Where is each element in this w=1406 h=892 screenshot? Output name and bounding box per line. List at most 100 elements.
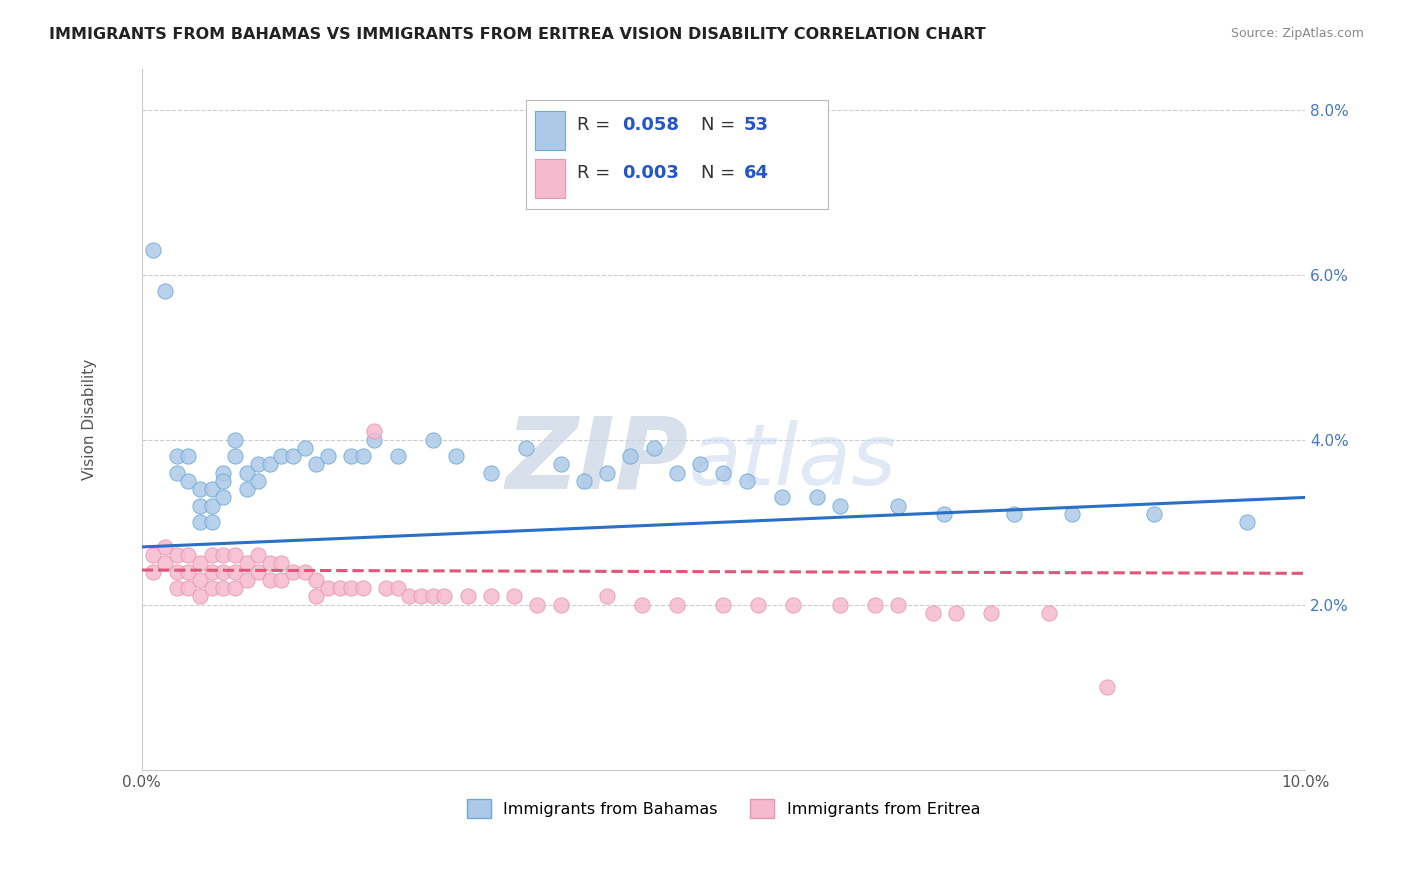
Point	[201, 565, 224, 579]
Point	[479, 590, 502, 604]
Point	[398, 590, 420, 604]
Point	[409, 590, 432, 604]
Point	[212, 491, 235, 505]
Point	[1143, 507, 1166, 521]
Point	[1002, 507, 1025, 521]
Point	[153, 557, 176, 571]
Point	[980, 606, 1002, 620]
Point	[270, 573, 292, 587]
Point	[281, 449, 304, 463]
Point	[340, 581, 363, 595]
Point	[166, 581, 188, 595]
Point	[212, 565, 235, 579]
Point	[142, 243, 165, 257]
Point	[921, 606, 943, 620]
Point	[631, 598, 654, 612]
Point	[1097, 680, 1119, 694]
Point	[352, 449, 374, 463]
Point	[665, 598, 688, 612]
Point	[643, 441, 665, 455]
Point	[188, 557, 211, 571]
Point	[235, 466, 257, 480]
Point	[235, 482, 257, 496]
Point	[503, 590, 526, 604]
Point	[352, 581, 374, 595]
Point	[247, 565, 270, 579]
Point	[166, 466, 188, 480]
Point	[316, 581, 339, 595]
Point	[1062, 507, 1084, 521]
Point	[828, 598, 851, 612]
Point	[515, 441, 537, 455]
Point	[305, 458, 328, 472]
Point	[387, 581, 409, 595]
Point	[247, 548, 270, 562]
Point	[422, 433, 444, 447]
Point	[235, 557, 257, 571]
Point	[735, 474, 758, 488]
Point	[201, 515, 224, 529]
Point	[457, 590, 479, 604]
Point	[188, 515, 211, 529]
Point	[770, 491, 793, 505]
Point	[665, 466, 688, 480]
Point	[259, 557, 281, 571]
Point	[142, 565, 165, 579]
Point	[259, 458, 281, 472]
Point	[153, 284, 176, 298]
Point	[281, 565, 304, 579]
Point	[689, 458, 711, 472]
Point	[526, 598, 548, 612]
Point	[887, 598, 910, 612]
Point	[572, 474, 595, 488]
Point	[270, 557, 292, 571]
Point	[224, 548, 246, 562]
Point	[479, 466, 502, 480]
Point	[177, 565, 200, 579]
Text: ZIP: ZIP	[506, 413, 689, 509]
Point	[142, 548, 165, 562]
Point	[270, 449, 292, 463]
Point	[188, 482, 211, 496]
Point	[212, 474, 235, 488]
Point	[363, 425, 385, 439]
Point	[166, 548, 188, 562]
Point	[235, 573, 257, 587]
Point	[782, 598, 804, 612]
Point	[224, 433, 246, 447]
Point	[934, 507, 956, 521]
Point	[1236, 515, 1258, 529]
Point	[166, 449, 188, 463]
Point	[177, 474, 200, 488]
Point	[596, 466, 619, 480]
Point	[188, 590, 211, 604]
Point	[212, 581, 235, 595]
Point	[177, 548, 200, 562]
Text: atlas: atlas	[689, 419, 897, 503]
Point	[259, 573, 281, 587]
Point	[201, 482, 224, 496]
Point	[433, 590, 456, 604]
Point	[945, 606, 967, 620]
Point	[166, 565, 188, 579]
Point	[713, 598, 735, 612]
Point	[316, 449, 339, 463]
Text: Vision Disability: Vision Disability	[82, 359, 97, 480]
Text: Source: ZipAtlas.com: Source: ZipAtlas.com	[1230, 27, 1364, 40]
Point	[224, 581, 246, 595]
Point	[747, 598, 769, 612]
Point	[188, 499, 211, 513]
Point	[294, 441, 316, 455]
Point	[224, 565, 246, 579]
Point	[828, 499, 851, 513]
Point	[887, 499, 910, 513]
Point	[201, 548, 224, 562]
Point	[212, 548, 235, 562]
Point	[212, 466, 235, 480]
Point	[375, 581, 398, 595]
Point	[619, 449, 641, 463]
Point	[201, 581, 224, 595]
Point	[550, 598, 572, 612]
Point	[153, 540, 176, 554]
Point	[550, 458, 572, 472]
